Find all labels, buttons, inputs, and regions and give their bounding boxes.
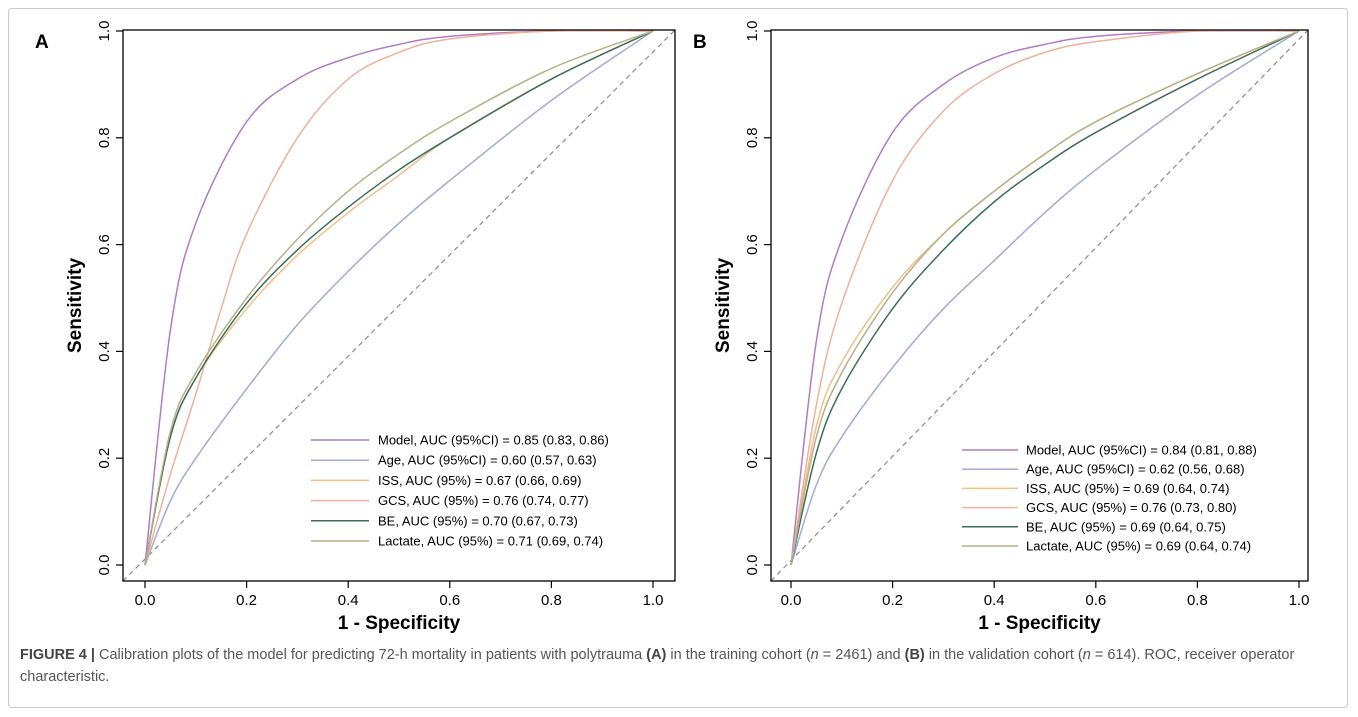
caption-n-symbol-1: n <box>810 647 819 663</box>
legend-entry: Lactate, AUC (95%) = 0.69 (0.64, 0.74) <box>1026 539 1251 554</box>
roc-curve-gcs <box>144 29 654 566</box>
panel-letter: B <box>693 32 707 53</box>
reference-diagonal-line <box>770 29 1309 582</box>
legend-entry: GCS, AUC (95%) = 0.76 (0.73, 0.80) <box>1026 500 1237 515</box>
y-axis-label: Sensitivity <box>713 258 734 353</box>
y-tick-label: 0.8 <box>744 127 761 148</box>
figure-canvas: A 0.0 0.2 0.4 0.6 0.8 1.0 0.0 0.2 0.4 0.6 0.8 1.0 1 -… <box>35 21 1309 634</box>
caption-text-3: = 2461) and <box>818 647 905 663</box>
roc-panel-b: B 0.0 0.2 0.4 0.6 0.8 1.0 0.0 0.2 0.4 0.6 0.8 1.0 1 -… <box>693 21 1309 634</box>
roc-curve-lactate <box>790 30 1300 566</box>
legend-entry: Age, AUC (95%CI) = 0.60 (0.57, 0.63) <box>378 453 597 468</box>
legend: Model, AUC (95%CI) = 0.84 (0.81, 0.88) Ag… <box>962 443 1257 554</box>
x-tick-label: 0.8 <box>541 592 562 609</box>
panel-letter: A <box>35 32 49 53</box>
roc-curve-be <box>144 30 654 566</box>
caption-figure-label: FIGURE 4 | <box>20 647 95 663</box>
roc-curve-be <box>790 30 1300 566</box>
x-tick-label: 1.0 <box>1289 592 1310 609</box>
x-tick-label: 0.2 <box>236 592 257 609</box>
roc-curve-lactate <box>144 30 654 566</box>
caption-panel-a-ref: (A) <box>646 647 667 663</box>
legend-entry: GCS, AUC (95%) = 0.76 (0.74, 0.77) <box>378 493 589 508</box>
y-tick-label: 0.4 <box>96 341 113 362</box>
y-tick-label: 0.0 <box>744 555 761 576</box>
x-axis-label: 1 - Specificity <box>338 613 461 634</box>
y-tick-label: 0.2 <box>96 448 113 469</box>
legend-entry: Model, AUC (95%CI) = 0.85 (0.83, 0.86) <box>378 433 609 448</box>
x-tick-label: 0.4 <box>338 592 359 609</box>
reference-diagonal-line <box>122 29 676 582</box>
x-tick-label: 0.4 <box>984 592 1005 609</box>
y-axis-label: Sensitivity <box>65 258 86 353</box>
roc-curve-model <box>790 29 1300 566</box>
plot-frame <box>122 29 676 582</box>
roc-curve-age <box>790 30 1300 566</box>
legend-entry: Lactate, AUC (95%) = 0.71 (0.69, 0.74) <box>378 534 603 549</box>
y-tick-label: 1.0 <box>96 21 113 42</box>
roc-curve-gcs <box>790 29 1300 566</box>
plot-frame <box>770 29 1309 582</box>
y-tick-label: 0.8 <box>96 127 113 148</box>
legend: Model, AUC (95%CI) = 0.85 (0.83, 0.86) Ag… <box>311 433 609 549</box>
caption-text-1: Calibration plots of the model for predi… <box>94 647 647 663</box>
caption-text-4: in the validation cohort ( <box>924 647 1083 663</box>
legend-entry: ISS, AUC (95%) = 0.67 (0.66, 0.69) <box>378 473 581 488</box>
x-tick-label: 0.0 <box>135 592 156 609</box>
legend-entry: Model, AUC (95%CI) = 0.84 (0.81, 0.88) <box>1026 443 1257 458</box>
x-tick-label: 1.0 <box>643 592 664 609</box>
y-tick-label: 0.6 <box>96 234 113 255</box>
y-tick-label: 0.0 <box>96 555 113 576</box>
legend-entry: ISS, AUC (95%) = 0.69 (0.64, 0.74) <box>1026 481 1229 496</box>
roc-curve-age <box>144 30 654 566</box>
y-tick-label: 0.6 <box>744 234 761 255</box>
x-axis-label: 1 - Specificity <box>978 613 1101 634</box>
x-tick-label: 0.6 <box>1085 592 1106 609</box>
x-tick-label: 0.6 <box>439 592 460 609</box>
y-tick-label: 0.4 <box>744 341 761 362</box>
caption-text-5: = 614). ROC, receiver operator character… <box>20 647 1295 685</box>
x-tick-label: 0.2 <box>882 592 903 609</box>
caption-n-symbol-2: n <box>1082 647 1091 663</box>
figure-caption: FIGURE 4 | Calibration plots of the mode… <box>20 644 1338 688</box>
figure-frame <box>8 8 1348 708</box>
roc-panel-a: A 0.0 0.2 0.4 0.6 0.8 1.0 0.0 0.2 0.4 0.6 0.8 1.0 1 -… <box>35 21 676 634</box>
legend-entry: Age, AUC (95%CI) = 0.62 (0.56, 0.68) <box>1026 462 1245 477</box>
x-tick-label: 0.8 <box>1187 592 1208 609</box>
x-tick-label: 0.0 <box>781 592 802 609</box>
y-tick-label: 1.0 <box>744 21 761 42</box>
y-tick-label: 0.2 <box>744 448 761 469</box>
legend-entry: BE, AUC (95%) = 0.69 (0.64, 0.75) <box>1026 519 1226 534</box>
caption-panel-b-ref: (B) <box>904 647 925 663</box>
legend-entry: BE, AUC (95%) = 0.70 (0.67, 0.73) <box>378 513 578 528</box>
caption-text-2: in the training cohort ( <box>666 647 811 663</box>
